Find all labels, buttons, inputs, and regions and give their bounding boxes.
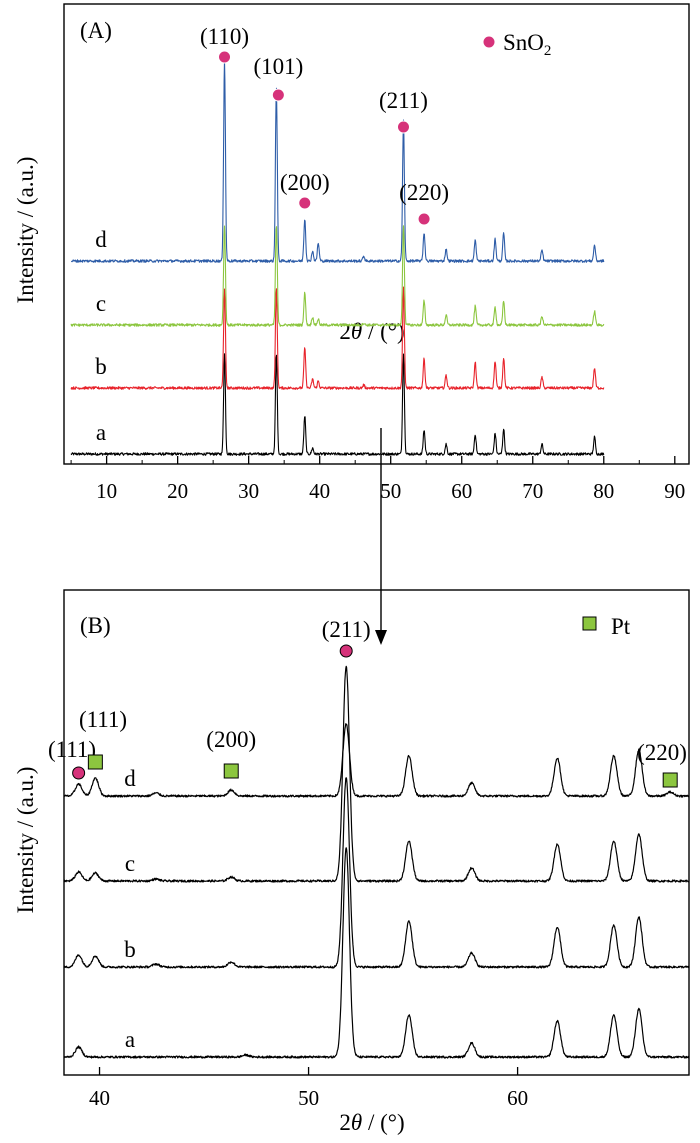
panel-a-xtick-label: 40 — [309, 479, 330, 503]
panel-b-peak-marker-square — [662, 772, 678, 788]
panel-a-peak-label: (101) — [253, 54, 303, 79]
panel-b-legend-label: Pt — [611, 614, 631, 639]
panel-b-series-a — [63, 847, 690, 1059]
panel-a-legend-text: SnO — [503, 30, 544, 55]
panel-b-xtick-label: 60 — [507, 1086, 528, 1110]
panel-a-series-d — [70, 59, 605, 263]
panel-b-peak-marker-square — [223, 763, 239, 779]
panel-b-peak-marker-circle — [72, 766, 86, 780]
panel-a-xtick-label: 30 — [238, 479, 259, 503]
panel-b-xlabel-prefix: 2 — [339, 1110, 351, 1135]
panel-a-series-a — [70, 353, 605, 456]
panel-b-ylabel: Intensity / (a.u.) — [13, 767, 38, 914]
panel-a-series-label-b: b — [95, 354, 107, 379]
panel-a-xtick-label: 50 — [380, 479, 401, 503]
panel-a-series-label-c: c — [96, 291, 106, 316]
panel-b-xtick-label: 40 — [89, 1086, 110, 1110]
panel-a-peak-marker-circle — [218, 50, 232, 64]
panel-a-xlabel-prefix: 2 — [339, 319, 351, 344]
panel-b-peak-label: (111) — [79, 707, 127, 732]
panel-b-label: (B) — [80, 613, 111, 638]
panel-a-peak-marker-circle — [298, 196, 312, 210]
panel-a-series-label-d: d — [95, 227, 107, 252]
panel-a-legend-label: SnO2 — [503, 30, 551, 59]
panel-b-peak-label: (200) — [206, 727, 256, 752]
panel-a-xtick-label: 20 — [167, 479, 188, 503]
panel-a-peak-label: (220) — [399, 180, 449, 205]
panel-a-peak-label: (200) — [280, 170, 330, 195]
panel-a-xtick-label: 70 — [522, 479, 543, 503]
panel-b-peak-label: (211) — [322, 617, 371, 642]
panel-b-series-d — [63, 723, 690, 798]
panel-a-peak-marker-circle — [417, 212, 431, 226]
panel-a-peak-marker-circle — [271, 88, 285, 102]
panel-b-legend-marker — [582, 616, 597, 631]
panel-a-xtick-label: 10 — [96, 479, 117, 503]
panel-b-series-label-d: d — [124, 766, 136, 791]
panel-b-series-label-a: a — [125, 1027, 135, 1052]
panel-b-series-label-b: b — [124, 937, 136, 962]
panel-b-xtick-label: 50 — [298, 1086, 319, 1110]
panel-a-xtick-label: 90 — [664, 479, 685, 503]
panel-b-xlabel-theta: θ — [351, 1110, 362, 1135]
panel-a-legend-marker — [482, 35, 496, 49]
panel-a-peak-marker-circle — [396, 120, 410, 134]
zoom-arrow-head — [375, 630, 387, 645]
panel-a-series-c — [70, 225, 605, 327]
panel-b-peak-marker-square — [87, 754, 103, 770]
panel-b-peak-label: (220) — [637, 740, 687, 765]
panel-a-xtick-label: 60 — [451, 479, 472, 503]
panel-a-xtick-label: 80 — [593, 479, 614, 503]
panel-a-xlabel-suffix: / (°) — [362, 319, 404, 344]
panel-a-label: (A) — [80, 18, 112, 43]
panel-a-series-b — [70, 286, 605, 390]
panel-b-peak-marker-circle — [339, 644, 353, 658]
panel-b-xlabel-suffix: / (°) — [362, 1110, 404, 1135]
panel-a-peak-label: (110) — [200, 24, 249, 49]
panel-b-series-label-c: c — [125, 851, 135, 876]
panel-b-xlabel: 2θ / (°) — [339, 1110, 404, 1135]
panel-a-series-label-a: a — [96, 420, 106, 445]
panel-b-series-b — [63, 777, 690, 969]
panel-b-frame — [63, 589, 690, 1076]
panel-a-peak-label: (211) — [379, 88, 428, 113]
panel-a-frame — [63, 3, 690, 465]
panel-a-legend-sub: 2 — [544, 43, 552, 59]
panel-a-xlabel-theta: θ — [351, 319, 362, 344]
panel-a-xlabel: 2θ / (°) — [339, 319, 404, 344]
panel-b-series-c — [63, 665, 690, 883]
panel-a-ylabel: Intensity / (a.u.) — [13, 157, 38, 304]
